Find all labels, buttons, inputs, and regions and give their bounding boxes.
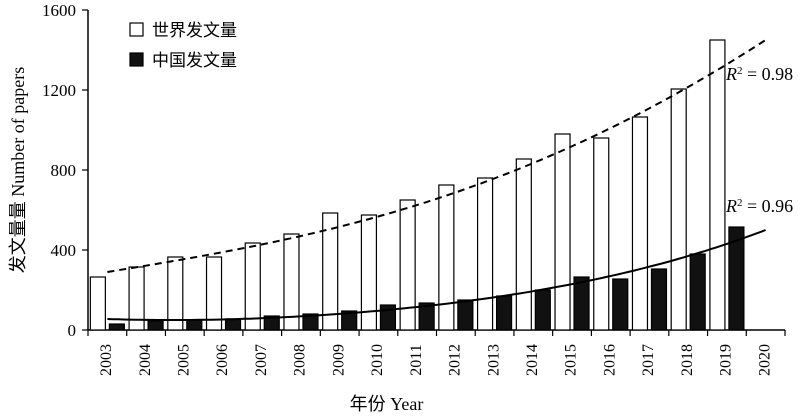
bar-world xyxy=(322,212,339,331)
r-squared-symbol: R xyxy=(725,196,737,216)
x-tick-label: 2014 xyxy=(524,344,541,376)
y-tick-label: 1600 xyxy=(42,1,76,20)
r-squared-superscript: 2 xyxy=(737,65,743,77)
bar-china xyxy=(534,289,551,331)
bar-world xyxy=(554,133,571,331)
bar-china xyxy=(263,315,280,331)
bar-world xyxy=(244,242,261,331)
x-axis-title: 年份 Year xyxy=(350,394,424,414)
y-tick-label: 0 xyxy=(68,321,77,340)
legend-label: 世界发文量 xyxy=(152,21,237,40)
x-tick-label: 2003 xyxy=(98,344,115,376)
bar-world xyxy=(476,177,494,331)
x-tick-label: 2020 xyxy=(756,344,773,376)
x-tick-label: 2008 xyxy=(292,344,309,376)
x-tick-label: 2016 xyxy=(601,344,618,376)
y-axis-title: 发文量量 Number of papers xyxy=(8,67,28,273)
bar-world xyxy=(515,158,532,331)
bar-china xyxy=(418,302,435,331)
bar-china xyxy=(495,295,513,331)
legend-swatch-china xyxy=(129,52,144,67)
trendline-china xyxy=(107,229,766,321)
bar-china xyxy=(108,323,125,331)
x-tick-label: 2005 xyxy=(175,344,192,376)
r-squared-value: = 0.98 xyxy=(743,64,794,84)
bar-world xyxy=(399,199,416,331)
r-squared-superscript: 2 xyxy=(737,197,743,209)
bar-china xyxy=(573,276,590,331)
bar-world xyxy=(89,276,106,331)
bar-world xyxy=(670,88,687,331)
r-squared-symbol: R xyxy=(725,64,737,84)
bar-china xyxy=(341,310,358,331)
bar-world xyxy=(167,256,184,331)
bar-china xyxy=(689,253,706,331)
bar-china xyxy=(650,268,668,331)
r-squared-value: = 0.96 xyxy=(743,196,794,216)
x-tick-label: 2004 xyxy=(137,344,154,376)
x-tick-label: 2015 xyxy=(563,344,580,376)
bar-world xyxy=(283,233,300,331)
chart-axes: 0 400 800 1200 1600 2003 2004 2005 2006 2007 2008 2… xyxy=(8,1,786,414)
trendline-world xyxy=(107,39,767,273)
bar-world xyxy=(360,214,378,331)
bar-world xyxy=(205,256,223,331)
bar-world xyxy=(438,184,455,331)
legend-swatch-world xyxy=(129,22,144,37)
bar-china xyxy=(612,278,629,331)
y-tick-label: 1200 xyxy=(42,81,76,100)
x-tick-label: 2010 xyxy=(369,344,386,376)
bar-world xyxy=(709,39,726,331)
y-tick-label: 800 xyxy=(51,161,77,180)
bar-china xyxy=(147,320,164,331)
bar-china xyxy=(302,313,319,331)
bar-china xyxy=(457,299,474,331)
x-tick-label: 2018 xyxy=(679,344,696,376)
r-squared-label: R2 = 0.96 xyxy=(725,196,793,216)
bar-world xyxy=(631,116,649,331)
bar-china xyxy=(224,318,242,331)
bar-china xyxy=(728,226,745,331)
x-tick-label: 2013 xyxy=(485,344,502,376)
bar-china xyxy=(186,319,203,331)
x-tick-label: 2009 xyxy=(330,344,347,376)
x-tick-label: 2017 xyxy=(640,344,657,376)
chart-trendlines xyxy=(107,39,767,321)
x-tick-label: 2011 xyxy=(408,344,425,375)
x-tick-label: 2019 xyxy=(718,344,735,376)
chart-bars xyxy=(89,39,745,331)
legend-label: 中国发文量 xyxy=(152,51,237,70)
y-tick-label: 400 xyxy=(51,241,77,260)
x-tick-label: 2012 xyxy=(447,344,464,376)
r-squared-label: R2 = 0.98 xyxy=(725,64,793,84)
x-tick-label: 2007 xyxy=(253,344,270,376)
bar-world xyxy=(593,137,610,331)
x-tick-label: 2006 xyxy=(214,344,231,376)
